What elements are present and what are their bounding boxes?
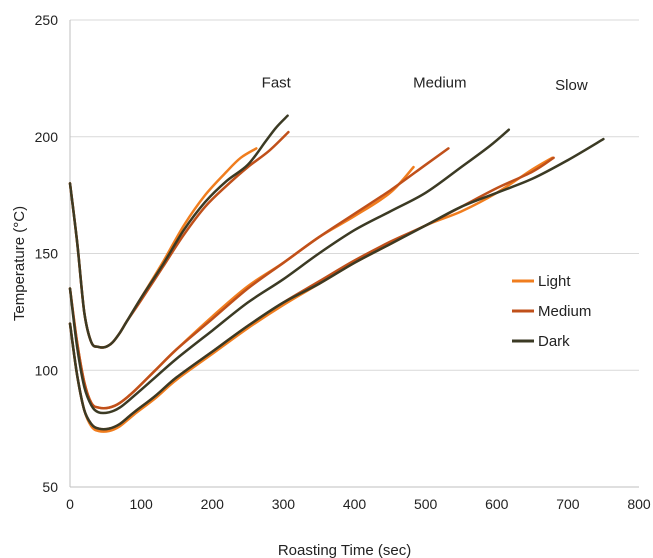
annotations: Fast Medium Slow [262,75,588,94]
series-line-dark-medium [68,128,511,415]
annotation-slow: Slow [555,77,588,94]
annotation-fast: Fast [262,75,292,92]
x-tick-label: 300 [272,496,296,512]
x-tick-label: 200 [201,496,225,512]
x-tick-label: 800 [627,496,651,512]
series-line-medium-fast [68,130,290,349]
x-tick-label: 0 [66,496,74,512]
legend-label-dark: Dark [538,333,570,350]
axes [69,20,639,488]
series-line-dark-fast [68,114,289,349]
series-lines [68,114,605,433]
x-tick-label: 500 [414,496,438,512]
series-line-light-slow [68,156,554,433]
tick-labels: 0 100 200 300 400 500 600 700 800 50 100 150 200 250 [35,12,651,512]
y-tick-label: 200 [35,129,59,145]
series-line-light-medium [68,165,415,410]
x-tick-label: 600 [485,496,509,512]
annotation-medium: Medium [413,75,466,92]
legend-label-light: Light [538,273,571,290]
x-axis-title: Roasting Time (sec) [278,542,411,558]
legend: Light Medium Dark [512,273,591,350]
gridlines [70,19,639,371]
y-tick-label: 250 [35,12,59,28]
y-tick-label: 100 [35,362,59,378]
y-tick-label: 150 [35,246,59,262]
legend-label-medium: Medium [538,303,591,320]
y-tick-label: 50 [42,479,58,495]
x-tick-label: 400 [343,496,367,512]
x-tick-label: 100 [129,496,153,512]
x-tick-label: 700 [556,496,580,512]
y-axis-title: Temperature (°C) [11,206,28,321]
series-line-dark-slow [68,137,605,431]
